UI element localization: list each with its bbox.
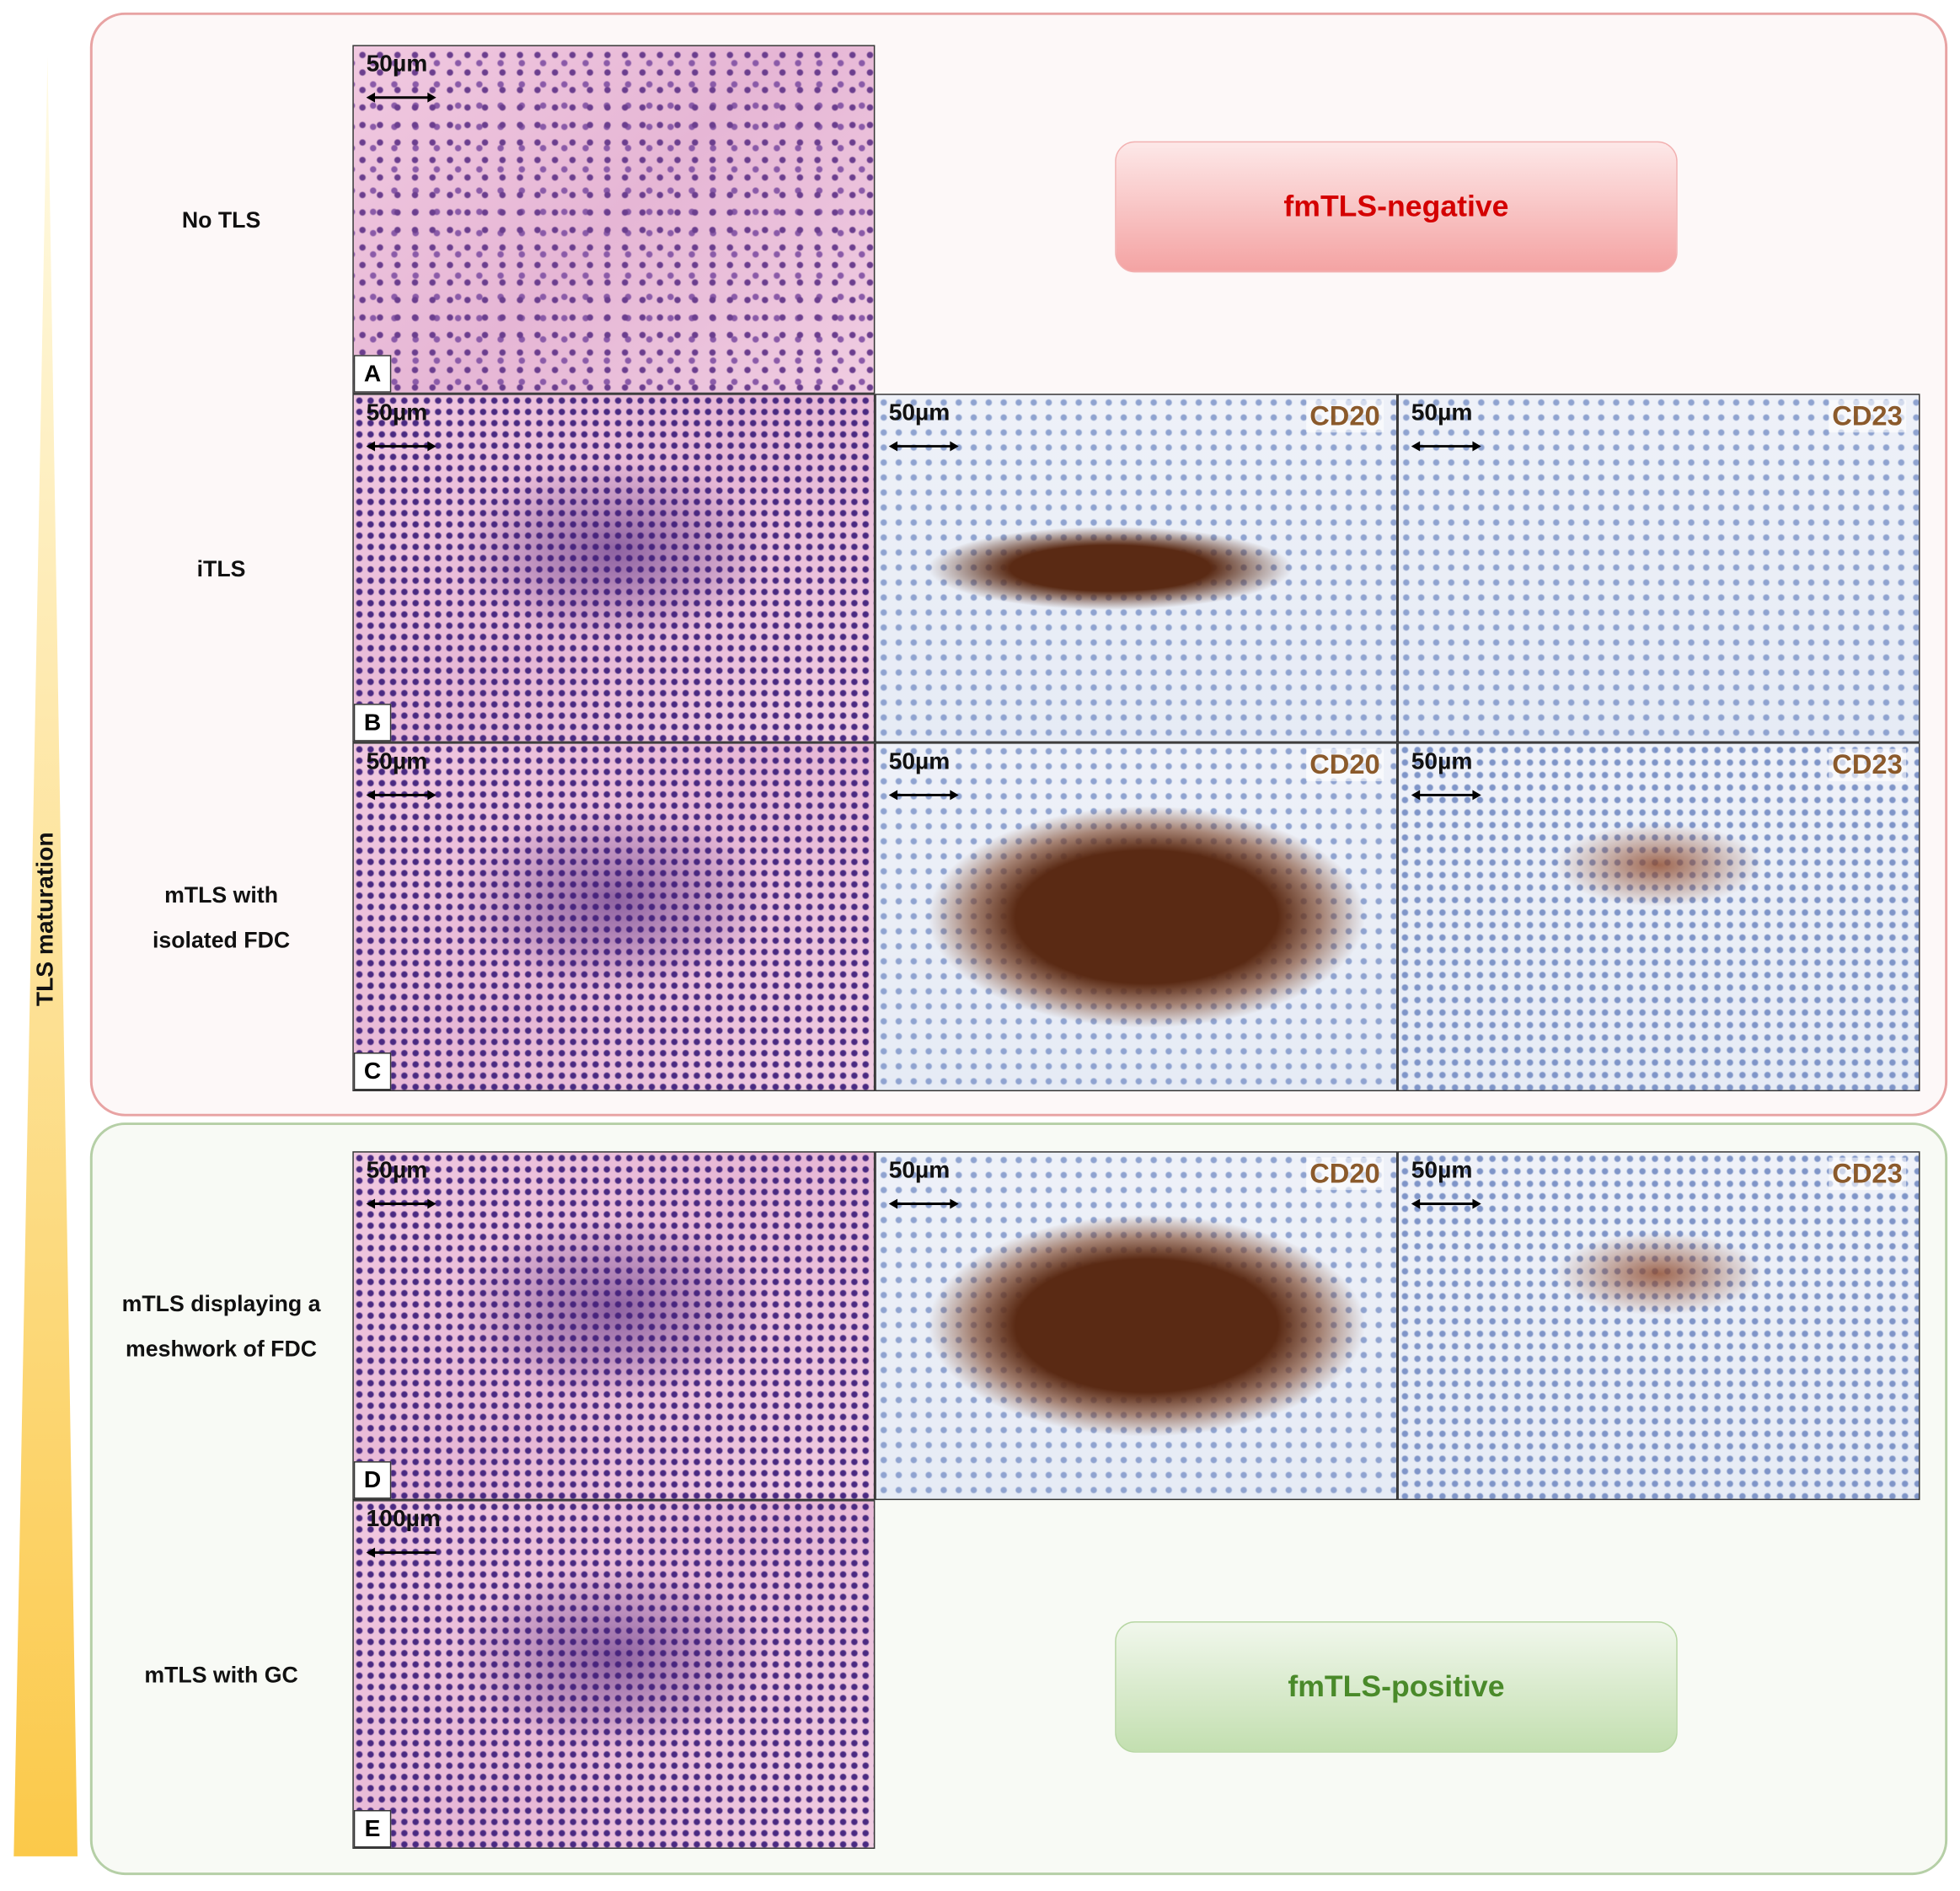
scale-bar-label: 50µm bbox=[366, 1157, 428, 1184]
scale-bar-label: 50µm bbox=[366, 399, 428, 426]
scale-bar bbox=[1411, 1198, 1481, 1209]
row-label-line: iTLS bbox=[196, 555, 246, 581]
stain-label: CD23 bbox=[1828, 399, 1907, 433]
stain-label: CD20 bbox=[1305, 399, 1384, 433]
maturation-arrow bbox=[13, 56, 78, 1856]
row-label: No TLS bbox=[103, 197, 340, 242]
row-label-line: No TLS bbox=[181, 206, 261, 233]
panel-letter: B bbox=[353, 704, 392, 742]
scale-bar-label: 50µm bbox=[1411, 1157, 1473, 1184]
stain-label: CD20 bbox=[1305, 748, 1384, 782]
scale-bar bbox=[888, 790, 959, 801]
scale-bar bbox=[366, 790, 436, 801]
row-label: mTLS with GC bbox=[103, 1652, 340, 1696]
histology-panel: 50µm CD23 bbox=[1397, 394, 1920, 743]
panel-letter: A bbox=[353, 355, 392, 393]
histology-panel: 50µm B bbox=[352, 394, 876, 743]
scale-bar-label: 50µm bbox=[888, 748, 951, 775]
histology-panel: 50µm CD20 bbox=[875, 742, 1398, 1092]
histology-panel: 50µm CD23 bbox=[1397, 742, 1920, 1092]
scale-bar-label: 50µm bbox=[888, 399, 951, 426]
scale-bar bbox=[366, 1198, 436, 1209]
histology-panel: 100µm E bbox=[352, 1500, 876, 1849]
row-label: mTLS with isolated FDC bbox=[103, 872, 340, 962]
scale-bar-label: 50µm bbox=[366, 748, 428, 775]
stain-label: CD23 bbox=[1828, 1157, 1907, 1191]
scale-bar bbox=[1411, 441, 1481, 452]
row-label-line: mTLS with bbox=[164, 881, 279, 908]
scale-bar bbox=[1411, 790, 1481, 801]
histology-panel: 50µm CD20 bbox=[875, 394, 1398, 743]
scale-bar bbox=[888, 1198, 959, 1209]
scale-bar-label: 100µm bbox=[366, 1506, 441, 1533]
scale-bar bbox=[366, 441, 436, 452]
histology-panel: 50µm D bbox=[352, 1151, 876, 1501]
row-label-line: mTLS displaying a bbox=[121, 1290, 321, 1316]
row-label-line: mTLS with GC bbox=[144, 1662, 298, 1687]
scale-bar bbox=[888, 441, 959, 452]
scale-bar bbox=[366, 92, 436, 103]
histology-panel: 50µm CD20 bbox=[875, 1151, 1398, 1501]
group-label: fmTLS-negative bbox=[1115, 141, 1678, 273]
row-label-line: meshwork of FDC bbox=[126, 1336, 318, 1361]
histology-panel: 50µm C bbox=[352, 742, 876, 1092]
panel-letter: E bbox=[353, 1809, 392, 1848]
histology-panel: 50µm A bbox=[352, 45, 876, 394]
histology-panel: 50µm CD23 bbox=[1397, 1151, 1920, 1501]
stain-label: CD23 bbox=[1828, 748, 1907, 782]
scale-bar-label: 50µm bbox=[1411, 748, 1473, 775]
row-label: mTLS displaying a meshwork of FDC bbox=[103, 1281, 340, 1371]
row-label: iTLS bbox=[103, 546, 340, 591]
scale-bar-label: 50µm bbox=[1411, 399, 1473, 426]
stain-label: CD20 bbox=[1305, 1157, 1384, 1191]
group-label: fmTLS-positive bbox=[1115, 1620, 1678, 1753]
scale-bar-label: 50µm bbox=[888, 1157, 951, 1184]
panel-letter: C bbox=[353, 1053, 392, 1090]
scale-bar-label: 50µm bbox=[366, 51, 428, 78]
axis-label: TLS maturation bbox=[32, 832, 59, 1007]
scale-bar bbox=[366, 1547, 436, 1558]
row-label-line: isolated FDC bbox=[152, 926, 291, 952]
panel-letter: D bbox=[353, 1461, 392, 1499]
